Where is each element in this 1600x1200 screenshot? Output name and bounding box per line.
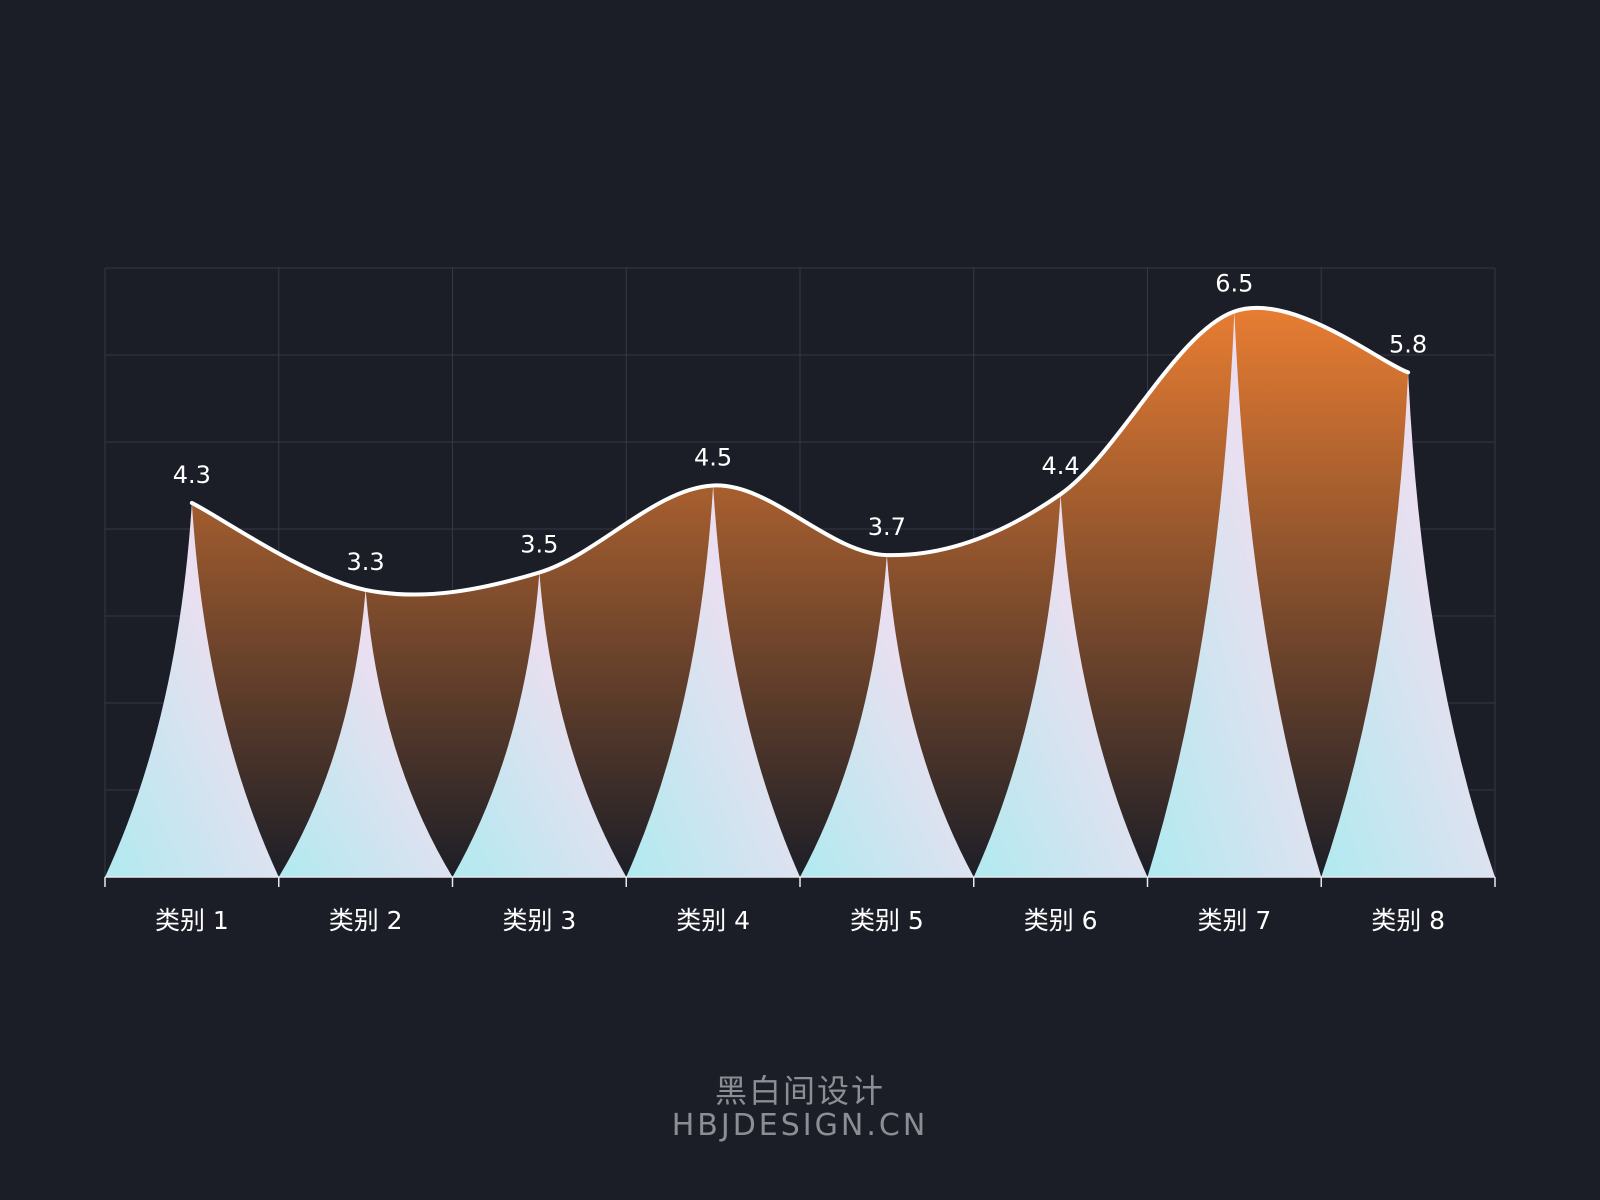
x-tick-label: 类别 3	[502, 906, 576, 935]
series-line	[189, 305, 1411, 597]
x-tick-label: 类别 6	[1024, 906, 1098, 935]
area-fill	[191, 307, 1409, 877]
area-gradient	[191, 307, 1409, 877]
data-label: 3.7	[868, 513, 906, 541]
peaks	[105, 311, 1495, 877]
peak-3	[452, 572, 627, 877]
x-tick-label: 类别 5	[850, 906, 924, 935]
peak-2	[278, 589, 453, 877]
x-axis	[104, 876, 1496, 887]
data-label: 3.3	[347, 548, 385, 576]
x-tick-label: 类别 4	[676, 906, 750, 935]
data-label: 4.5	[694, 444, 732, 472]
x-tick-label: 类别 2	[329, 906, 403, 935]
data-label: 5.8	[1389, 330, 1427, 358]
series-line-path	[189, 305, 1411, 597]
peak-1	[105, 502, 279, 877]
x-tick-label: 类别 8	[1371, 906, 1445, 935]
x-tick-labels: 类别 1 类别 2 类别 3 类别 4 类别 5 类别 6 类别 7 类别 8	[155, 906, 1445, 935]
peak-5	[800, 555, 974, 877]
data-label: 4.3	[173, 461, 211, 489]
x-tick-label: 类别 1	[155, 906, 229, 935]
watermark-en: HBJDESIGN.CN	[671, 1108, 929, 1143]
watermark-cn: 黑白间设计	[714, 1072, 885, 1110]
data-label: 6.5	[1215, 270, 1253, 298]
data-label: 4.4	[1042, 452, 1080, 480]
peak-8	[1321, 372, 1495, 877]
data-labels: 4.3 3.3 3.5 4.5 3.7 4.4 6.5 5.8	[173, 270, 1427, 576]
peak-7	[1147, 311, 1322, 877]
x-tick-label: 类别 7	[1197, 906, 1271, 935]
peak-4	[626, 485, 800, 877]
peak-6	[973, 494, 1148, 877]
data-label: 3.5	[520, 531, 558, 559]
